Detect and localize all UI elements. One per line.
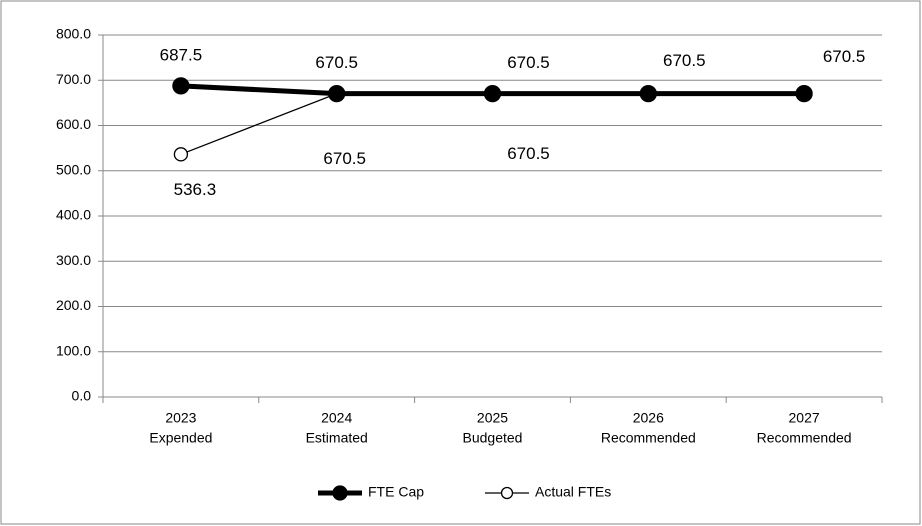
- x-tick-label: 2024: [321, 410, 352, 426]
- y-tick-label: 300.0: [56, 252, 91, 268]
- marker: [483, 84, 502, 103]
- y-tick-label: 200.0: [56, 297, 91, 313]
- x-tick-label: Estimated: [306, 430, 368, 446]
- x-tick-label: Recommended: [757, 430, 852, 446]
- marker: [639, 84, 657, 103]
- x-tick-label: Budgeted: [463, 430, 523, 446]
- data-label: 670.5: [323, 149, 366, 168]
- marker: [795, 84, 813, 103]
- marker: [328, 84, 346, 103]
- x-tick-label: 2027: [789, 410, 820, 426]
- marker: [173, 147, 189, 162]
- y-tick-label: 800.0: [56, 26, 91, 42]
- y-tick-label: 600.0: [56, 116, 91, 132]
- y-tick-label: 0.0: [72, 388, 92, 404]
- data-label: 670.5: [663, 51, 706, 70]
- legend-marker: [500, 486, 514, 500]
- y-tick-label: 100.0: [56, 342, 91, 358]
- legend-marker: [332, 485, 348, 501]
- data-label: 670.5: [507, 144, 550, 163]
- legend-label: FTE Cap: [368, 484, 424, 500]
- x-tick-label: 2023: [165, 410, 196, 426]
- data-label: 536.3: [174, 180, 217, 199]
- data-label: 687.5: [160, 45, 203, 64]
- marker: [172, 77, 190, 95]
- x-tick-label: Recommended: [601, 430, 696, 446]
- data-label: 670.5: [315, 53, 358, 72]
- x-tick-label: 2026: [633, 410, 664, 426]
- data-label: 670.5: [507, 53, 550, 72]
- y-tick-label: 400.0: [56, 207, 91, 223]
- data-label: 670.5: [823, 47, 866, 66]
- y-tick-label: 500.0: [56, 161, 91, 177]
- x-tick-label: Expended: [149, 430, 212, 446]
- x-tick-label: 2025: [477, 410, 508, 426]
- legend-label: Actual FTEs: [535, 484, 611, 500]
- y-tick-label: 700.0: [56, 71, 91, 87]
